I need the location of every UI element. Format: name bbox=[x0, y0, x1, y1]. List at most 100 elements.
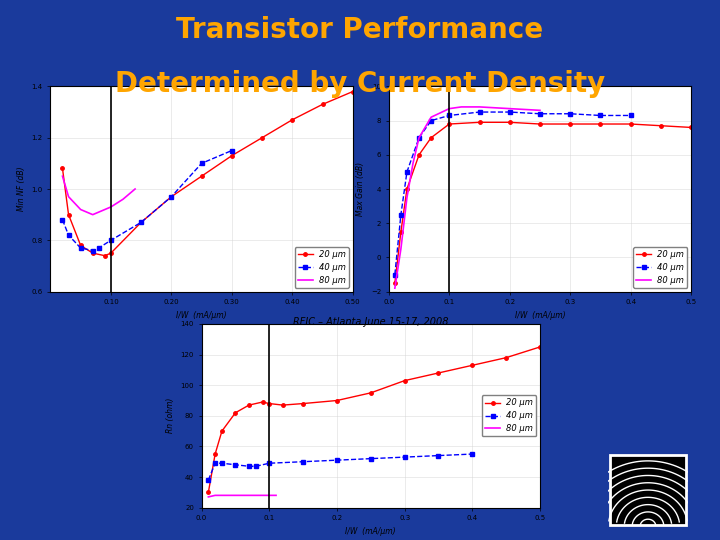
80 μm bbox=[76, 206, 85, 213]
X-axis label: I/W  (mA/μm): I/W (mA/μm) bbox=[176, 311, 227, 320]
20 μm bbox=[288, 117, 297, 123]
80 μm bbox=[402, 194, 411, 201]
20 μm bbox=[366, 390, 375, 396]
Legend: 20 μm, 40 μm, 80 μm: 20 μm, 40 μm, 80 μm bbox=[482, 395, 536, 436]
80 μm bbox=[119, 196, 127, 202]
80 μm bbox=[204, 494, 212, 500]
40 μm bbox=[566, 111, 575, 117]
20 μm bbox=[258, 134, 266, 141]
Line: 80 μm: 80 μm bbox=[208, 495, 276, 497]
20 μm bbox=[299, 400, 307, 407]
40 μm bbox=[76, 245, 85, 251]
80 μm bbox=[89, 211, 97, 218]
20 μm bbox=[536, 343, 544, 350]
20 μm bbox=[566, 121, 575, 127]
80 μm bbox=[475, 104, 484, 110]
20 μm bbox=[258, 399, 267, 405]
20 μm bbox=[475, 119, 484, 125]
20 μm bbox=[348, 88, 357, 95]
Line: 20 μm: 20 μm bbox=[60, 90, 354, 258]
20 μm bbox=[211, 451, 220, 457]
X-axis label: I/W  (mA/μm): I/W (mA/μm) bbox=[515, 311, 565, 320]
40 μm bbox=[366, 455, 375, 462]
Line: 40 μm: 40 μm bbox=[393, 110, 632, 276]
Text: Determined by Current Density: Determined by Current Density bbox=[115, 70, 605, 98]
80 μm bbox=[536, 107, 544, 113]
Legend: 20 μm, 40 μm, 80 μm: 20 μm, 40 μm, 80 μm bbox=[294, 247, 349, 288]
80 μm bbox=[58, 173, 67, 179]
20 μm bbox=[204, 489, 212, 496]
20 μm bbox=[101, 252, 109, 259]
20 μm bbox=[626, 121, 635, 127]
20 μm bbox=[445, 121, 454, 127]
40 μm bbox=[211, 460, 220, 467]
20 μm bbox=[397, 228, 405, 235]
20 μm bbox=[427, 134, 436, 141]
20 μm bbox=[333, 397, 341, 404]
40 μm bbox=[107, 237, 115, 244]
80 μm bbox=[217, 492, 226, 498]
80 μm bbox=[131, 186, 140, 192]
80 μm bbox=[94, 209, 103, 215]
20 μm bbox=[657, 123, 665, 129]
20 μm bbox=[217, 428, 226, 434]
40 μm bbox=[536, 111, 544, 117]
Text: RFIC – Atlanta June 15-17, 2008: RFIC – Atlanta June 15-17, 2008 bbox=[293, 316, 449, 327]
20 μm bbox=[245, 402, 253, 408]
40 μm bbox=[217, 460, 226, 467]
Line: 20 μm: 20 μm bbox=[207, 345, 541, 494]
40 μm bbox=[445, 112, 454, 119]
Line: 40 μm: 40 μm bbox=[207, 453, 474, 482]
Line: 80 μm: 80 μm bbox=[395, 107, 540, 288]
40 μm bbox=[245, 463, 253, 470]
80 μm bbox=[211, 492, 220, 498]
Y-axis label: Max Gain (dB): Max Gain (dB) bbox=[356, 162, 365, 216]
80 μm bbox=[64, 193, 73, 200]
40 μm bbox=[265, 460, 274, 467]
20 μm bbox=[265, 400, 274, 407]
80 μm bbox=[445, 105, 454, 112]
40 μm bbox=[400, 454, 409, 460]
80 μm bbox=[457, 104, 466, 110]
40 μm bbox=[415, 134, 423, 141]
20 μm bbox=[505, 119, 514, 125]
20 μm bbox=[231, 409, 240, 416]
20 μm bbox=[502, 354, 510, 361]
20 μm bbox=[468, 362, 477, 368]
80 μm bbox=[231, 492, 240, 498]
Line: 80 μm: 80 μm bbox=[63, 176, 135, 214]
20 μm bbox=[107, 250, 115, 256]
Y-axis label: Min NF (dB): Min NF (dB) bbox=[17, 167, 26, 211]
40 μm bbox=[89, 247, 97, 254]
20 μm bbox=[318, 101, 327, 107]
40 μm bbox=[427, 117, 436, 124]
40 μm bbox=[626, 112, 635, 119]
20 μm bbox=[167, 193, 176, 200]
40 μm bbox=[333, 457, 341, 463]
80 μm bbox=[505, 105, 514, 112]
20 μm bbox=[197, 173, 206, 179]
80 μm bbox=[427, 114, 436, 120]
40 μm bbox=[434, 453, 443, 459]
20 μm bbox=[137, 219, 145, 226]
40 μm bbox=[390, 271, 399, 278]
80 μm bbox=[271, 492, 280, 498]
Y-axis label: Rn (ohm): Rn (ohm) bbox=[166, 398, 175, 434]
Line: 40 μm: 40 μm bbox=[60, 149, 233, 252]
40 μm bbox=[397, 211, 405, 218]
40 μm bbox=[228, 147, 236, 154]
X-axis label: I/W  (mA/μm): I/W (mA/μm) bbox=[346, 527, 396, 536]
80 μm bbox=[390, 285, 399, 292]
80 μm bbox=[107, 204, 115, 210]
Line: 20 μm: 20 μm bbox=[393, 120, 693, 285]
80 μm bbox=[409, 160, 418, 166]
40 μm bbox=[137, 219, 145, 226]
40 μm bbox=[197, 160, 206, 166]
20 μm bbox=[402, 186, 411, 192]
40 μm bbox=[299, 458, 307, 465]
20 μm bbox=[536, 121, 544, 127]
40 μm bbox=[468, 451, 477, 457]
80 μm bbox=[258, 492, 267, 498]
20 μm bbox=[228, 152, 236, 159]
80 μm bbox=[397, 246, 405, 252]
